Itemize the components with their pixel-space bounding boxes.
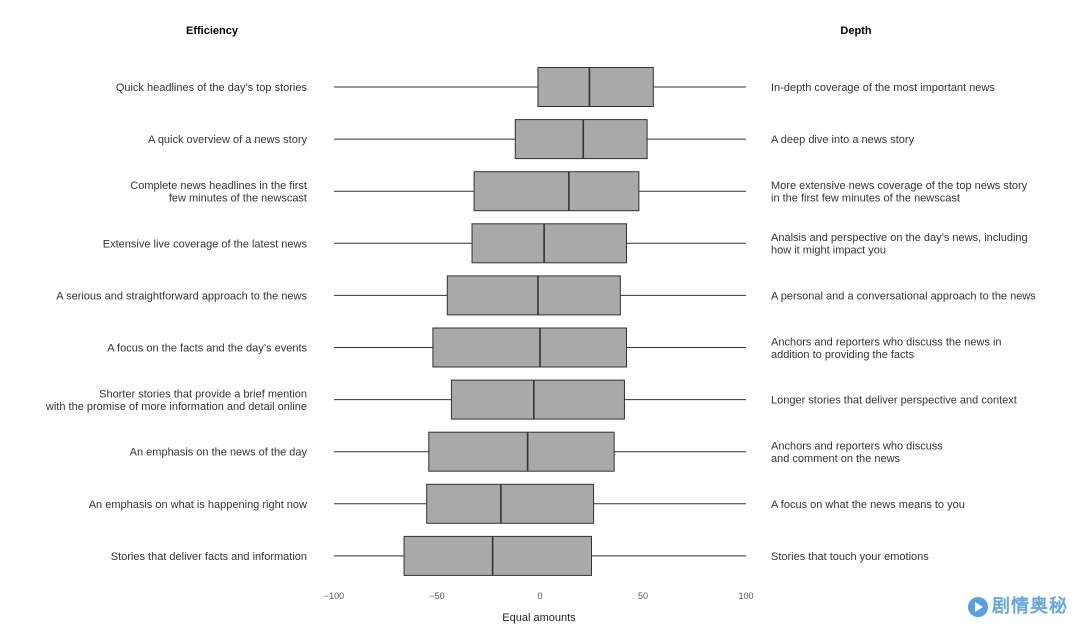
right-label: how it might impact you	[771, 245, 886, 257]
left-label: A quick overview of a news story	[148, 134, 307, 146]
right-label: In-depth coverage of the most important …	[771, 82, 995, 94]
iqr-box	[450, 379, 625, 420]
right-label: Longer stories that deliver perspective …	[771, 395, 1017, 407]
iqr-box	[473, 171, 640, 212]
left-header: Efficiency	[186, 25, 239, 37]
left-label: Complete news headlines in the first	[130, 180, 307, 192]
x-tick-label: 0	[537, 591, 542, 601]
x-tick-label: 50	[638, 591, 648, 601]
right-label: A focus on what the news means to you	[771, 499, 965, 511]
x-axis-title: Equal amounts	[502, 612, 576, 624]
iqr-box	[446, 275, 621, 316]
row-7: Shorter stories that provide a brief men…	[45, 379, 1017, 420]
left-label: with the promise of more information and…	[45, 401, 307, 413]
x-tick-label: 100	[738, 591, 753, 601]
right-header: Depth	[840, 25, 871, 37]
row-5: A serious and straightforward approach t…	[56, 275, 1036, 316]
right-label: in the first few minutes of the newscast	[771, 192, 960, 204]
left-label: few minutes of the newscast	[169, 192, 307, 204]
row-10: Stories that deliver facts and informati…	[111, 535, 929, 576]
row-3: Complete news headlines in the firstfew …	[130, 171, 1028, 212]
row-8: An emphasis on the news of the day Anchor…	[130, 431, 943, 472]
right-label: and comment on the news	[771, 453, 901, 465]
right-label: addition to providing the facts	[771, 349, 915, 361]
left-label: An emphasis on the news of the day	[130, 447, 308, 459]
rows-layer: Quick headlines of the day’s top stories…	[45, 67, 1036, 576]
right-label: Anchors and reporters who discuss the ne…	[771, 336, 1002, 348]
left-label: Extensive live coverage of the latest ne…	[103, 238, 308, 250]
left-label: Stories that deliver facts and informati…	[111, 551, 307, 563]
right-label: Analsis and perspective on the day’s new…	[771, 232, 1028, 244]
iqr-box	[428, 431, 615, 472]
right-label: Anchors and reporters who discuss	[771, 440, 943, 452]
x-axis: −100 −50 0 50 100	[324, 591, 754, 601]
right-label: A personal and a conversational approach…	[771, 290, 1036, 302]
iqr-box	[471, 223, 628, 264]
watermark: 剧情奥秘	[968, 592, 1068, 618]
left-label: Quick headlines of the day’s top stories	[116, 82, 308, 94]
iqr-box	[426, 483, 595, 524]
x-tick-label: −50	[429, 591, 444, 601]
iqr-box	[537, 67, 654, 107]
row-1: Quick headlines of the day’s top stories…	[116, 67, 995, 107]
left-label: A serious and straightforward approach t…	[56, 290, 307, 302]
iqr-box	[514, 119, 648, 160]
watermark-text: 剧情奥秘	[992, 596, 1068, 616]
iqr-box	[432, 327, 628, 368]
row-6: A focus on the facts and the day’s event…	[107, 327, 1002, 368]
right-label: Stories that touch your emotions	[771, 551, 929, 563]
row-4: Extensive live coverage of the latest ne…	[103, 223, 1028, 264]
row-2: A quick overview of a news story A deep d…	[148, 119, 915, 160]
right-label: More extensive news coverage of the top …	[771, 180, 1028, 192]
iqr-box	[403, 535, 593, 576]
row-9: An emphasis on what is happening right n…	[89, 483, 965, 524]
left-label: Shorter stories that provide a brief men…	[99, 388, 307, 400]
left-label: An emphasis on what is happening right n…	[89, 499, 307, 511]
x-tick-label: −100	[324, 591, 344, 601]
left-label: A focus on the facts and the day’s event…	[107, 343, 307, 355]
right-label: A deep dive into a news story	[771, 134, 915, 146]
play-logo-icon	[968, 597, 988, 618]
